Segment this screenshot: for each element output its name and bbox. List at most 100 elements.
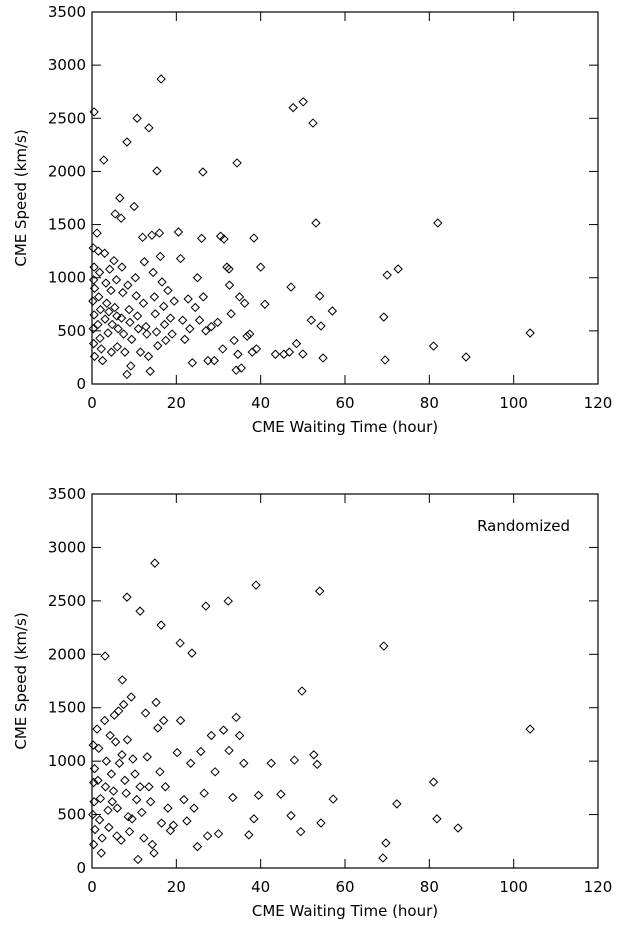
x-tick-label: 60 [335, 878, 354, 896]
point [316, 818, 326, 828]
point [137, 232, 148, 243]
point [130, 273, 141, 283]
point [118, 329, 129, 339]
point [90, 824, 100, 835]
point [122, 369, 132, 380]
point [203, 355, 213, 366]
point [165, 825, 176, 836]
point [104, 307, 114, 317]
point [152, 166, 162, 176]
point [132, 311, 143, 321]
point [218, 344, 228, 354]
point [312, 759, 322, 770]
point [231, 365, 241, 375]
point [107, 797, 117, 807]
point [453, 823, 463, 833]
point [213, 829, 224, 839]
point [114, 758, 125, 768]
point [185, 758, 196, 768]
x-tick-label: 120 [584, 394, 613, 412]
point [108, 786, 119, 796]
point [393, 264, 403, 274]
point [115, 193, 125, 203]
point [110, 737, 121, 747]
point [124, 304, 134, 315]
point [161, 335, 171, 346]
point [201, 601, 211, 611]
point [199, 788, 209, 798]
point [89, 351, 100, 362]
point [120, 347, 130, 357]
point [210, 767, 220, 777]
point [135, 347, 146, 357]
point [88, 296, 98, 306]
point [89, 763, 100, 774]
x-tick-label: 40 [251, 394, 270, 412]
point [139, 257, 149, 267]
point [196, 233, 207, 244]
point [147, 230, 157, 240]
y-tick-label: 500 [57, 806, 86, 824]
point [149, 292, 160, 302]
x-tick-label: 100 [499, 394, 528, 412]
point [163, 803, 173, 813]
point [314, 291, 325, 301]
point [106, 769, 117, 779]
point [110, 209, 120, 219]
point [94, 815, 105, 825]
point [122, 137, 132, 147]
point [249, 814, 259, 824]
y-tick-label: 0 [76, 859, 86, 877]
point [461, 352, 471, 362]
point [234, 730, 245, 741]
point [306, 315, 316, 325]
point [126, 334, 137, 345]
point [103, 805, 113, 816]
point [392, 799, 402, 809]
point [154, 228, 165, 238]
point [100, 314, 110, 324]
point [209, 355, 219, 366]
y-tick-label: 1500 [48, 216, 86, 234]
point [130, 769, 140, 779]
point [206, 730, 217, 741]
point [382, 270, 392, 280]
point [126, 361, 136, 371]
annotation: Randomized [477, 517, 570, 535]
point [378, 853, 388, 863]
point [149, 848, 159, 858]
point [198, 292, 209, 302]
x-tick-label: 100 [499, 878, 528, 896]
point [88, 777, 99, 788]
point [133, 324, 144, 334]
point [121, 788, 131, 798]
point [143, 351, 154, 362]
point [153, 723, 163, 733]
point [379, 312, 389, 322]
point [233, 349, 243, 359]
point [123, 280, 133, 290]
point [95, 304, 106, 315]
point [142, 752, 152, 762]
point [172, 747, 182, 758]
point [266, 758, 276, 768]
point [232, 158, 242, 168]
y-tick-label: 3000 [48, 56, 86, 74]
point [88, 324, 98, 334]
point [122, 735, 133, 745]
point [138, 298, 149, 308]
y-tick-label: 3500 [48, 3, 86, 21]
point [286, 810, 296, 821]
point [206, 321, 217, 332]
point [229, 335, 239, 346]
point [379, 641, 389, 651]
point [219, 234, 229, 244]
point [218, 725, 229, 735]
point [139, 833, 149, 843]
point [147, 839, 158, 850]
point [192, 841, 203, 852]
point [192, 273, 203, 283]
point [104, 822, 114, 833]
point [88, 809, 98, 820]
point [525, 724, 535, 734]
